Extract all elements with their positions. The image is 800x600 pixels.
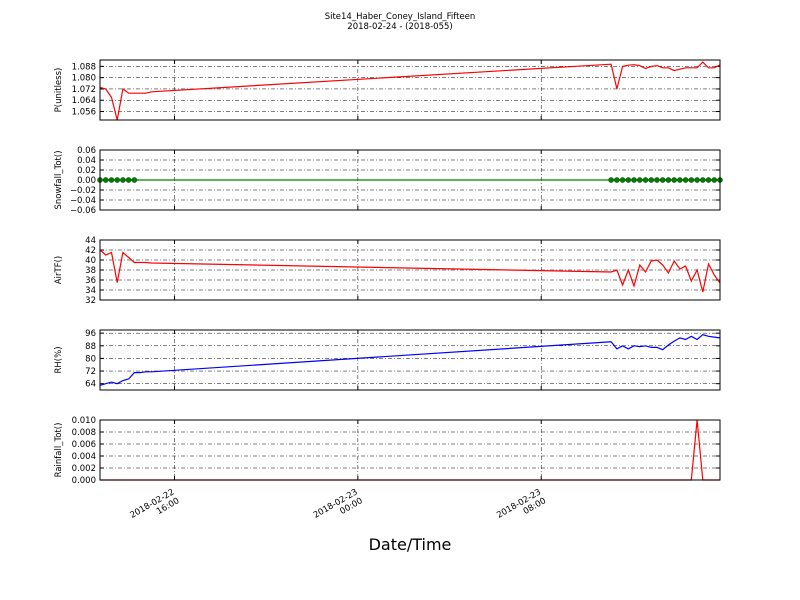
y-tick-label: 64 <box>85 380 96 390</box>
y-tick-label: 0.06 <box>77 146 96 156</box>
y-axis-label: Rainfall_Tot() <box>54 423 64 478</box>
data-point <box>654 177 660 183</box>
y-tick-label: 80 <box>85 354 96 364</box>
data-point <box>625 177 632 183</box>
subplot-2: −0.06−0.04−0.020.000.020.040.06 Snowfall_… <box>54 146 723 216</box>
series-line <box>100 419 720 481</box>
axes-frame <box>99 149 721 211</box>
chart-title-line2: 2018-02-24 - (2018-055) <box>347 22 452 32</box>
y-tick-label: 0.006 <box>72 440 96 450</box>
y-tick-label: 1.080 <box>72 74 96 84</box>
y-tick-label: 0.004 <box>72 452 96 462</box>
y-tick-label: 0.02 <box>77 166 96 176</box>
data-point <box>631 177 637 183</box>
data-point <box>637 177 643 183</box>
data-point <box>608 177 614 183</box>
series-line <box>99 249 721 293</box>
y-tick-label: −0.06 <box>70 206 96 216</box>
y-tick-label: 96 <box>85 329 96 339</box>
y-tick-label: 0.04 <box>77 156 96 166</box>
y-tick-label: 0.000 <box>72 476 96 486</box>
y-tick-label: 0.002 <box>72 464 96 474</box>
y-tick-label: 1.056 <box>72 108 96 118</box>
data-point <box>694 177 700 183</box>
data-point <box>108 177 115 183</box>
data-point <box>648 177 654 183</box>
data-point <box>705 177 712 183</box>
data-point <box>614 177 620 183</box>
y-axis-label: RH(%) <box>54 346 64 373</box>
data-point <box>677 177 683 183</box>
data-point <box>659 177 666 183</box>
data-point <box>131 177 138 183</box>
data-point <box>671 177 677 183</box>
data-point <box>700 177 706 183</box>
subplot-5: 0.000 0.002 0.004 0.006 0.008 0.010 Rainfall_T… <box>54 416 721 486</box>
axes-frame <box>99 59 721 121</box>
data-point <box>688 177 695 183</box>
data-point <box>102 177 109 183</box>
data-point <box>120 177 126 183</box>
y-tick-label: 0.008 <box>72 428 96 438</box>
x-axis-label: Date/Time <box>369 535 452 554</box>
y-tick-label: 44 <box>85 236 96 246</box>
y-tick-label: 38 <box>85 266 96 276</box>
y-tick-label: 40 <box>85 256 96 266</box>
y-tick-label: 36 <box>85 276 96 286</box>
data-point <box>114 177 120 183</box>
y-axis-label: AirTF() <box>54 256 64 284</box>
y-tick-label: −0.02 <box>70 186 96 196</box>
series-line <box>99 334 721 386</box>
axes-frame <box>99 239 721 301</box>
y-tick-label: 1.088 <box>72 62 96 72</box>
axes-frame <box>99 419 721 481</box>
y-tick-label: 0.00 <box>77 176 96 186</box>
data-point <box>642 177 649 183</box>
data-point <box>619 177 626 183</box>
y-tick-label: 88 <box>85 342 96 352</box>
series-line <box>99 61 721 121</box>
y-tick-label: 72 <box>85 367 96 377</box>
data-point <box>125 177 132 183</box>
y-axis-label: P(unitless) <box>54 68 64 113</box>
y-tick-label: 0.010 <box>72 416 96 426</box>
y-tick-label: 34 <box>85 286 96 296</box>
y-tick-label: 32 <box>85 296 96 306</box>
chart-title-line1: Site14_Haber_Coney_Island_Fifteen <box>325 12 476 22</box>
y-tick-label: 1.064 <box>72 96 96 106</box>
data-point <box>665 177 672 183</box>
subplot-4: 64 72 80 88 96 RH(%) <box>54 329 721 391</box>
axes-frame <box>99 329 721 391</box>
data-point <box>682 177 689 183</box>
y-axis-label: Snowfall_Tot() <box>54 150 64 209</box>
y-tick-label: −0.04 <box>70 196 96 206</box>
data-point <box>711 177 718 183</box>
y-tick-label: 1.072 <box>72 85 96 95</box>
y-tick-label: 42 <box>85 246 96 256</box>
